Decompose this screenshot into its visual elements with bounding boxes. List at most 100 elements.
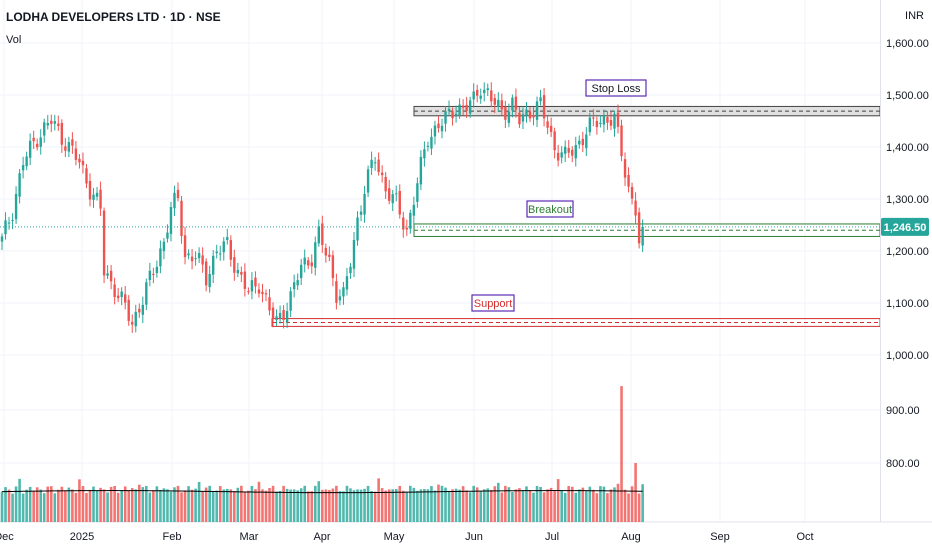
volume-bar: [74, 492, 78, 522]
volume-bar: [7, 489, 11, 522]
x-axis-tick-label: Aug: [621, 531, 641, 543]
volume-bar: [313, 485, 317, 522]
volume-bar: [183, 490, 187, 522]
candle-body: [264, 293, 268, 295]
x-axis-tick-label: Oct: [796, 531, 813, 543]
y-axis-tick-label: 1,200.00: [886, 246, 929, 258]
candle-body: [0, 236, 4, 242]
volume-bar: [306, 491, 310, 522]
candle-body: [356, 217, 359, 241]
candle-body: [173, 192, 176, 209]
volume-bar: [581, 487, 585, 522]
volume-bar: [556, 479, 560, 522]
candle-body: [159, 248, 162, 267]
volume-bar: [342, 491, 345, 522]
candle-body: [285, 311, 289, 323]
volume-bar: [254, 489, 257, 522]
y-axis-tick-label: 1,300.00: [886, 194, 929, 206]
candle-body: [152, 273, 155, 275]
candle-body: [32, 137, 35, 142]
volume-bar: [542, 492, 546, 522]
candle-body: [419, 156, 423, 185]
candle-body: [525, 109, 528, 116]
candle-body: [479, 95, 482, 99]
volume-bar: [380, 488, 384, 522]
volume-bar: [475, 487, 479, 522]
volume-bar: [92, 486, 95, 522]
candle-body: [289, 291, 292, 311]
candle-body: [162, 241, 166, 252]
volume-bar: [257, 481, 261, 522]
candle-body: [307, 260, 310, 266]
x-axis-tick-label: May: [384, 531, 405, 543]
candle-body: [373, 162, 377, 164]
candle-body: [402, 217, 405, 230]
volume-bar: [525, 486, 528, 522]
volume-bar: [359, 489, 363, 522]
candle-body: [257, 289, 261, 294]
zone-label-text: Breakout: [528, 204, 572, 216]
y-axis-tick-label: 1,000.00: [886, 350, 929, 362]
volume-bar: [99, 487, 102, 522]
volume-bar: [613, 487, 616, 522]
volume-bar: [567, 486, 571, 522]
volume-bar: [152, 490, 155, 522]
zone-label-box: [471, 294, 515, 312]
volume-bar: [159, 490, 162, 522]
candle-body: [43, 122, 46, 136]
volume-bar: [35, 487, 39, 522]
candle-body: [247, 291, 250, 293]
volume-bar: [67, 487, 71, 522]
volume-bar: [25, 489, 28, 522]
volume-bar: [620, 386, 623, 522]
volume-bar: [0, 491, 4, 522]
candle-body: [169, 207, 173, 234]
volume-bar: [278, 490, 282, 522]
volume-indicator-label[interactable]: Vol: [6, 34, 22, 46]
volume-bar: [549, 487, 553, 522]
candle-body: [461, 105, 465, 108]
candle-body: [183, 235, 187, 258]
volume-bar: [218, 486, 222, 522]
candle-body: [395, 193, 398, 195]
volume-bar: [155, 486, 159, 522]
candle-body: [465, 104, 468, 111]
candle-body: [18, 173, 21, 197]
volume-bar: [11, 493, 14, 522]
volume-bar: [482, 489, 486, 522]
volume-bar: [95, 490, 99, 522]
volume-bar: [32, 491, 35, 522]
volume-bar: [88, 489, 92, 522]
volume-bar: [271, 485, 275, 522]
volume-bar: [208, 485, 211, 522]
volume-bar: [574, 492, 578, 522]
volume-bar: [141, 487, 145, 522]
y-axis-tick-label: 1,400.00: [886, 142, 929, 154]
volume-bar: [229, 489, 233, 522]
volume-bar: [53, 493, 57, 522]
volume-bar: [479, 491, 483, 522]
candle-body: [236, 269, 240, 274]
volume-bar: [120, 490, 123, 522]
candle-body: [613, 113, 616, 129]
candle-body: [405, 227, 408, 230]
volume-bar: [500, 492, 504, 522]
candle-body: [391, 194, 394, 204]
volume-bar: [116, 492, 120, 522]
candle-body: [88, 180, 92, 200]
candle-body: [141, 304, 144, 315]
volume-bar: [451, 489, 454, 522]
candle-body: [560, 152, 563, 158]
candle-body: [74, 148, 78, 160]
volume-bar: [282, 485, 285, 522]
candle-body: [243, 271, 247, 289]
candle-body: [630, 187, 634, 199]
candle-body: [53, 121, 56, 124]
volume-bar: [535, 485, 539, 522]
candle-body: [166, 232, 169, 239]
volume-bar: [497, 482, 500, 522]
candle-body: [571, 149, 574, 156]
volume-bar: [486, 488, 490, 522]
candle-body: [324, 247, 328, 256]
